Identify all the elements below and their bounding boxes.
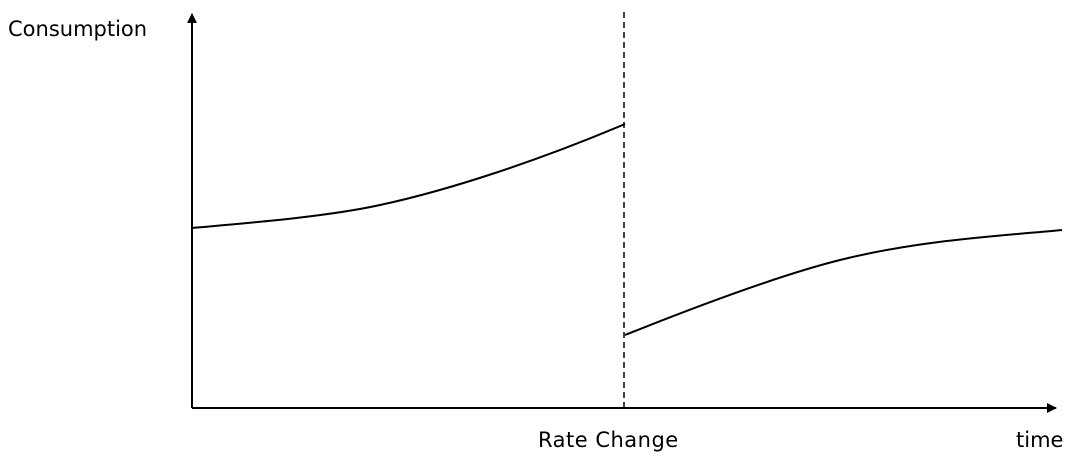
consumption-curve-before [191,123,626,229]
y-axis-label: Consumption [8,17,148,41]
rate-change-label: Rate Change [538,428,679,452]
x-axis-label: time [1016,428,1064,452]
consumption-curve-after [624,229,1063,336]
